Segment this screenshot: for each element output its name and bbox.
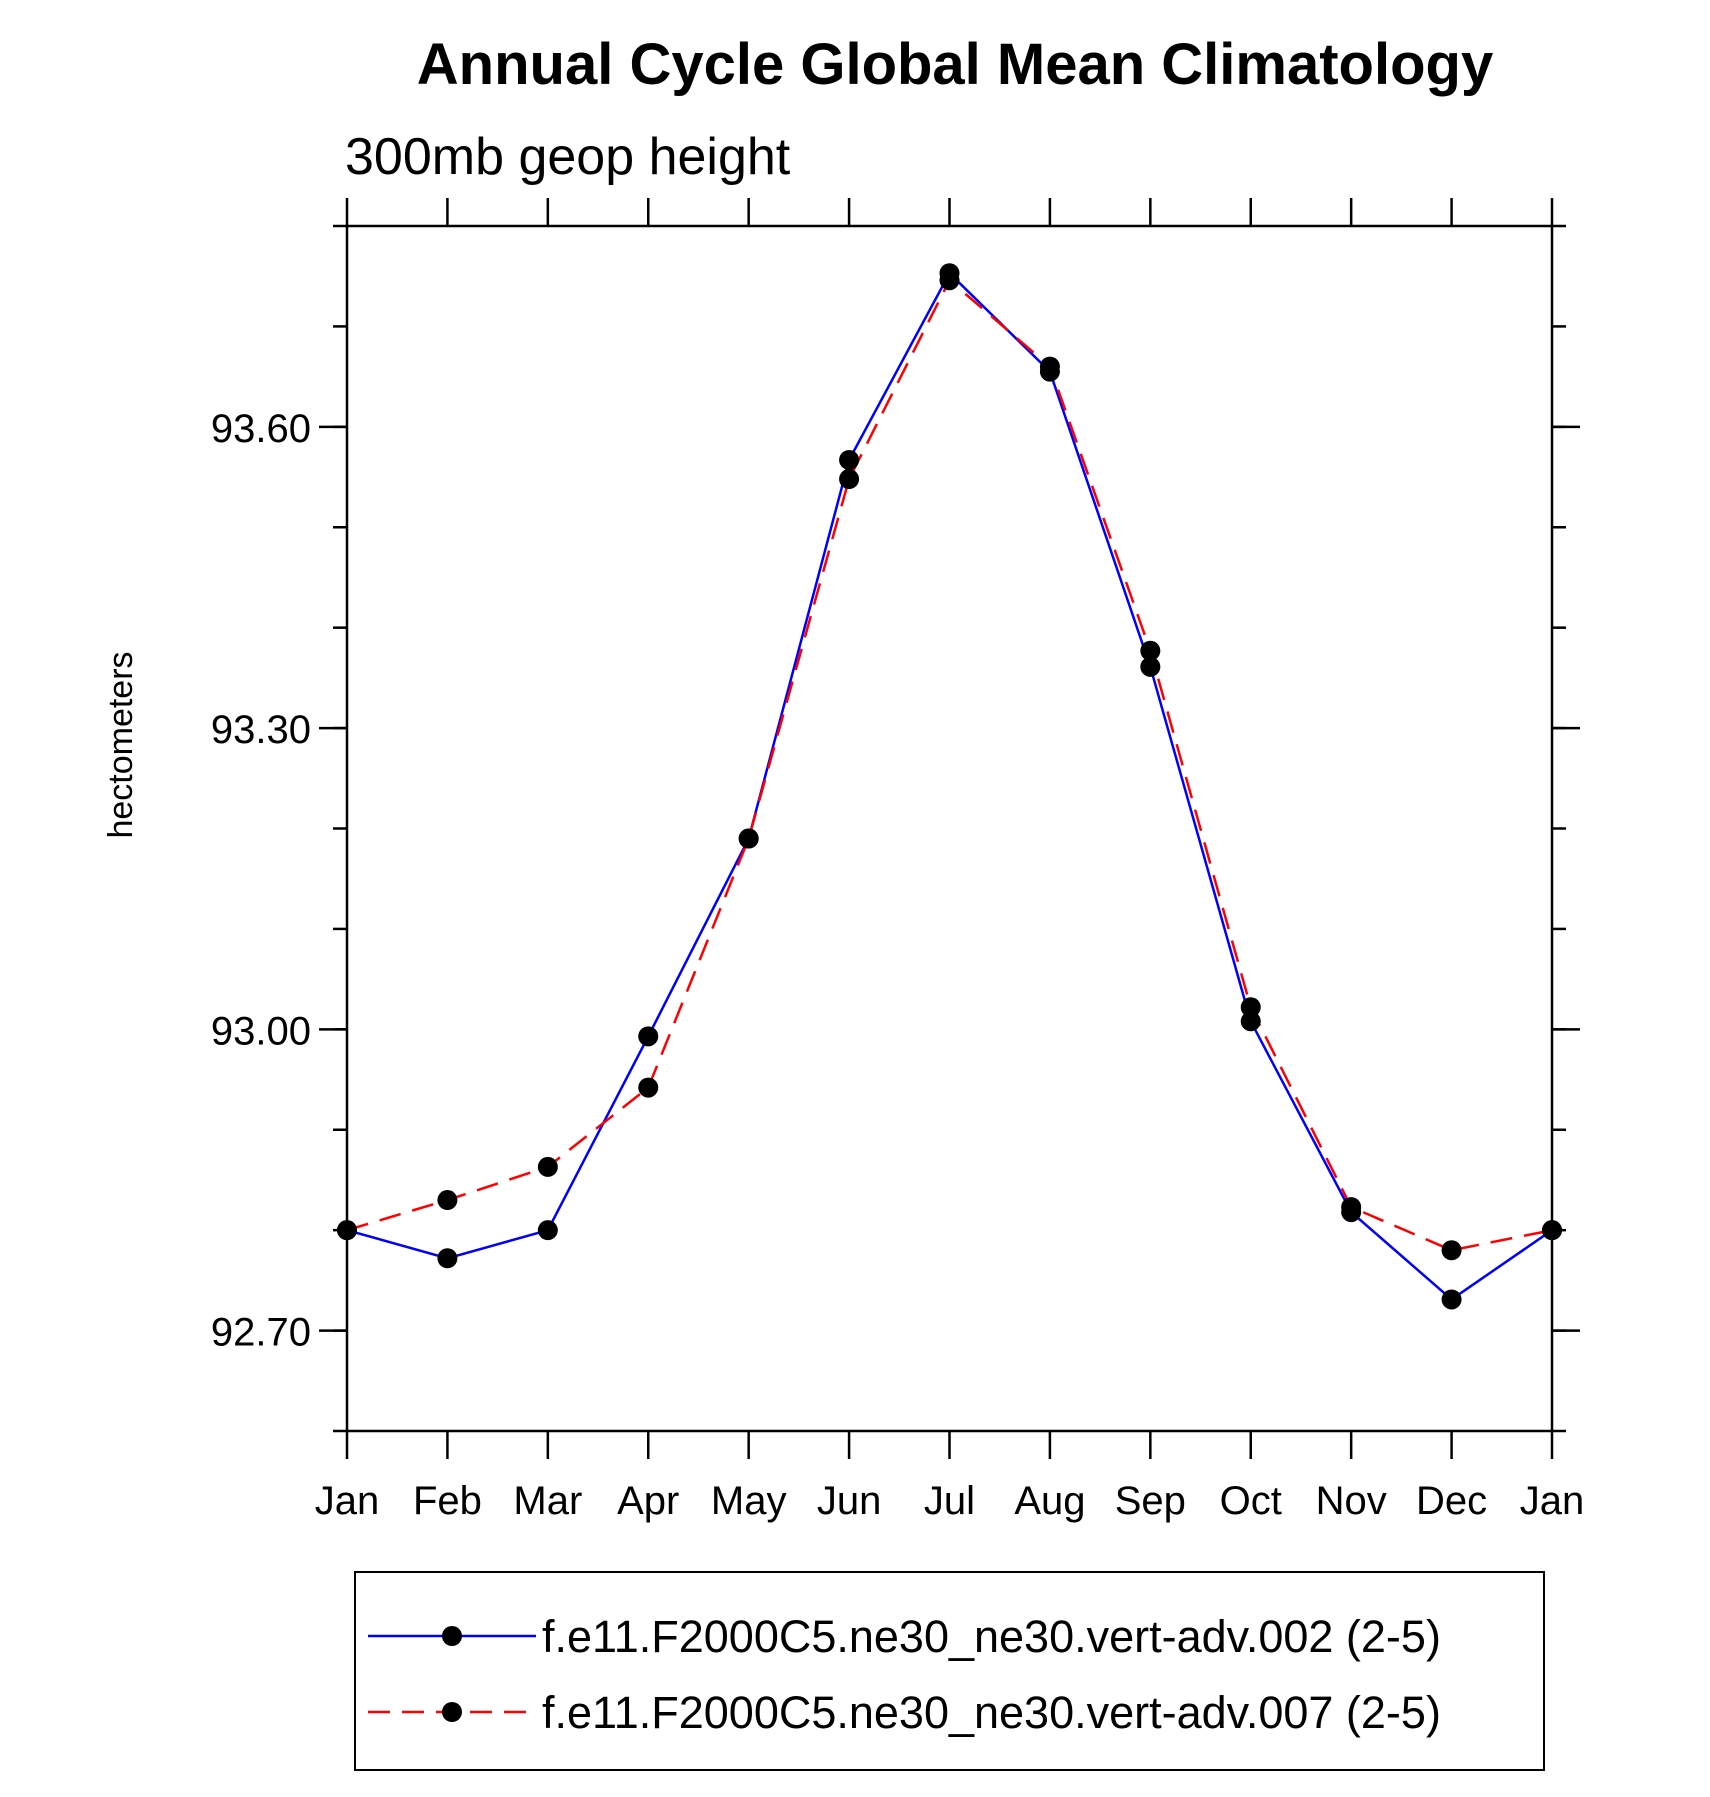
series-line-1 xyxy=(346,271,1553,1302)
x-tick-label: Apr xyxy=(617,1479,679,1523)
legend: f.e11.F2000C5.ne30_ne30.vert-adv.002 (2-… xyxy=(368,1611,1441,1738)
x-tick-label: Sep xyxy=(1115,1479,1186,1523)
data-point-series-1 xyxy=(839,449,860,470)
data-point-series-2 xyxy=(437,1190,458,1211)
data-point-series-2 xyxy=(537,1156,558,1177)
legend-marker-2 xyxy=(442,1702,462,1722)
series-line-2 xyxy=(346,278,1553,1252)
series-layer xyxy=(337,263,1562,1310)
data-point-series-2 xyxy=(1039,356,1060,377)
chart-title: Annual Cycle Global Mean Climatology xyxy=(417,32,1493,97)
data-point-series-1 xyxy=(1240,1011,1261,1032)
data-point-series-2 xyxy=(1441,1240,1462,1261)
plot-frame xyxy=(345,224,1554,1433)
y-tick-label: 93.00 xyxy=(211,1009,311,1053)
legend-label-1: f.e11.F2000C5.ne30_ne30.vert-adv.002 (2-… xyxy=(542,1611,1441,1662)
y-tick-label: 93.60 xyxy=(211,407,311,451)
x-tick-label: Nov xyxy=(1316,1479,1387,1523)
data-point-series-2 xyxy=(1240,997,1261,1018)
x-tick-label: Jan xyxy=(315,1479,380,1523)
x-tick-label: May xyxy=(711,1479,787,1523)
data-point-series-2 xyxy=(939,270,960,291)
x-tick-label: Aug xyxy=(1014,1479,1085,1523)
data-point-series-2 xyxy=(839,469,860,490)
x-tick-label: Mar xyxy=(513,1479,582,1523)
y-tick-label: 92.70 xyxy=(211,1311,311,1355)
x-tick-label: Feb xyxy=(413,1479,482,1523)
x-tick-label: Jan xyxy=(1520,1479,1585,1523)
x-tick-label: Jun xyxy=(817,1479,882,1523)
data-point-series-2 xyxy=(1140,640,1161,661)
data-point-series-1 xyxy=(537,1220,558,1241)
axis-ticks: Jan Feb Mar Apr May Jun Jul Aug Sep Oct Nov Dec Jan 9… xyxy=(211,198,1584,1523)
legend-box xyxy=(354,1571,1545,1771)
data-point-series-2 xyxy=(738,828,759,849)
chart-subtitle: 300mb geop height xyxy=(345,128,791,186)
x-tick-label: Jul xyxy=(924,1479,975,1523)
data-point-series-1 xyxy=(1441,1289,1462,1310)
legend-marker-1 xyxy=(442,1626,462,1646)
data-point-series-2 xyxy=(1542,1220,1562,1241)
data-point-series-1 xyxy=(437,1248,458,1269)
data-point-series-2 xyxy=(1341,1197,1362,1218)
x-tick-label: Dec xyxy=(1416,1479,1487,1523)
legend-label-2: f.e11.F2000C5.ne30_ne30.vert-adv.007 (2-… xyxy=(542,1687,1441,1738)
x-tick-label: Oct xyxy=(1220,1479,1282,1523)
data-point-series-2 xyxy=(638,1077,659,1098)
data-point-series-1 xyxy=(638,1026,659,1047)
y-axis-label: hectometers xyxy=(102,651,140,838)
data-point-series-2 xyxy=(337,1220,357,1241)
y-tick-label: 93.30 xyxy=(211,708,311,752)
data-point-series-1 xyxy=(1140,656,1161,677)
